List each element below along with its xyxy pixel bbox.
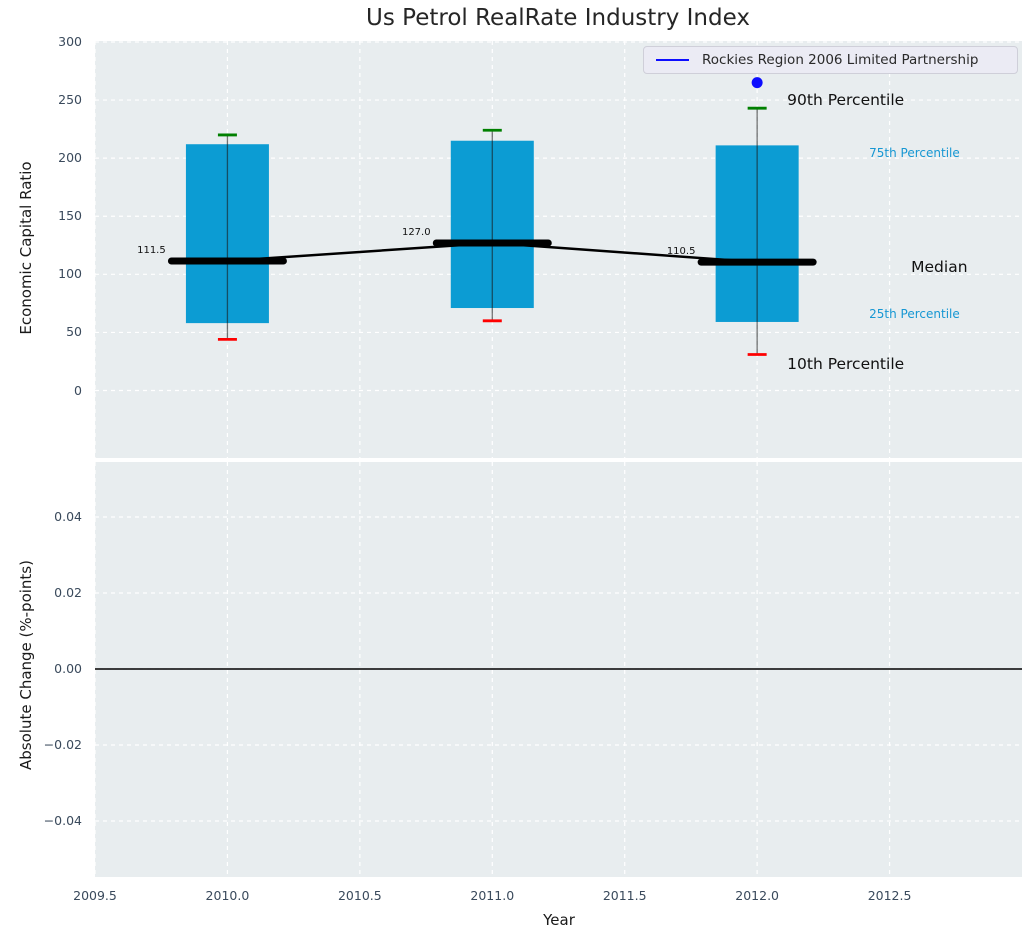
- x-tick-label: 2010.0: [205, 888, 250, 903]
- y-tick-label: 100: [58, 266, 82, 282]
- percentile-label-p90: 90th Percentile: [787, 90, 905, 109]
- percentile-label-p75: 75th Percentile: [869, 145, 960, 160]
- y-axis-label-top: Economic Capital Ratio: [17, 161, 35, 335]
- percentile-label-p25: 25th Percentile: [869, 307, 960, 322]
- x-axis-label: Year: [543, 911, 575, 929]
- y-tick-label: −0.04: [43, 813, 82, 828]
- x-tick-label: 2010.5: [337, 888, 382, 903]
- y-tick-label: 0.02: [54, 585, 82, 600]
- x-tick-label: 2012.5: [867, 888, 912, 903]
- chart-title: Us Petrol RealRate Industry Index: [366, 5, 750, 31]
- percentile-label-median: Median: [911, 257, 968, 276]
- legend-label: Rockies Region 2006 Limited Partnership: [702, 52, 979, 68]
- x-tick-label: 2012.0: [735, 888, 780, 903]
- y-tick-label: 0: [74, 382, 82, 398]
- legend: Rockies Region 2006 Limited Partnership: [643, 46, 1018, 74]
- y-tick-label: 50: [66, 324, 82, 340]
- median-annotation: 127.0: [401, 226, 431, 238]
- y-tick-label: 0.00: [54, 661, 82, 676]
- x-tick-label: 2011.0: [470, 888, 515, 903]
- median-annotation: 111.5: [137, 244, 166, 256]
- y-tick-label: −0.02: [43, 737, 82, 752]
- median-annotation: 110.5: [666, 246, 696, 258]
- y-tick-label: 0.04: [54, 509, 82, 524]
- legend-line-swatch-icon: [656, 59, 689, 61]
- company-point: [751, 77, 763, 89]
- y-tick-label: 150: [58, 208, 82, 224]
- x-tick-label: 2009.5: [73, 888, 117, 903]
- y-tick-label: 200: [58, 150, 82, 166]
- y-tick-label: 300: [58, 33, 82, 49]
- x-tick-label: 2011.5: [602, 888, 647, 903]
- y-tick-label: 250: [58, 92, 82, 108]
- percentile-label-p10: 10th Percentile: [787, 354, 905, 373]
